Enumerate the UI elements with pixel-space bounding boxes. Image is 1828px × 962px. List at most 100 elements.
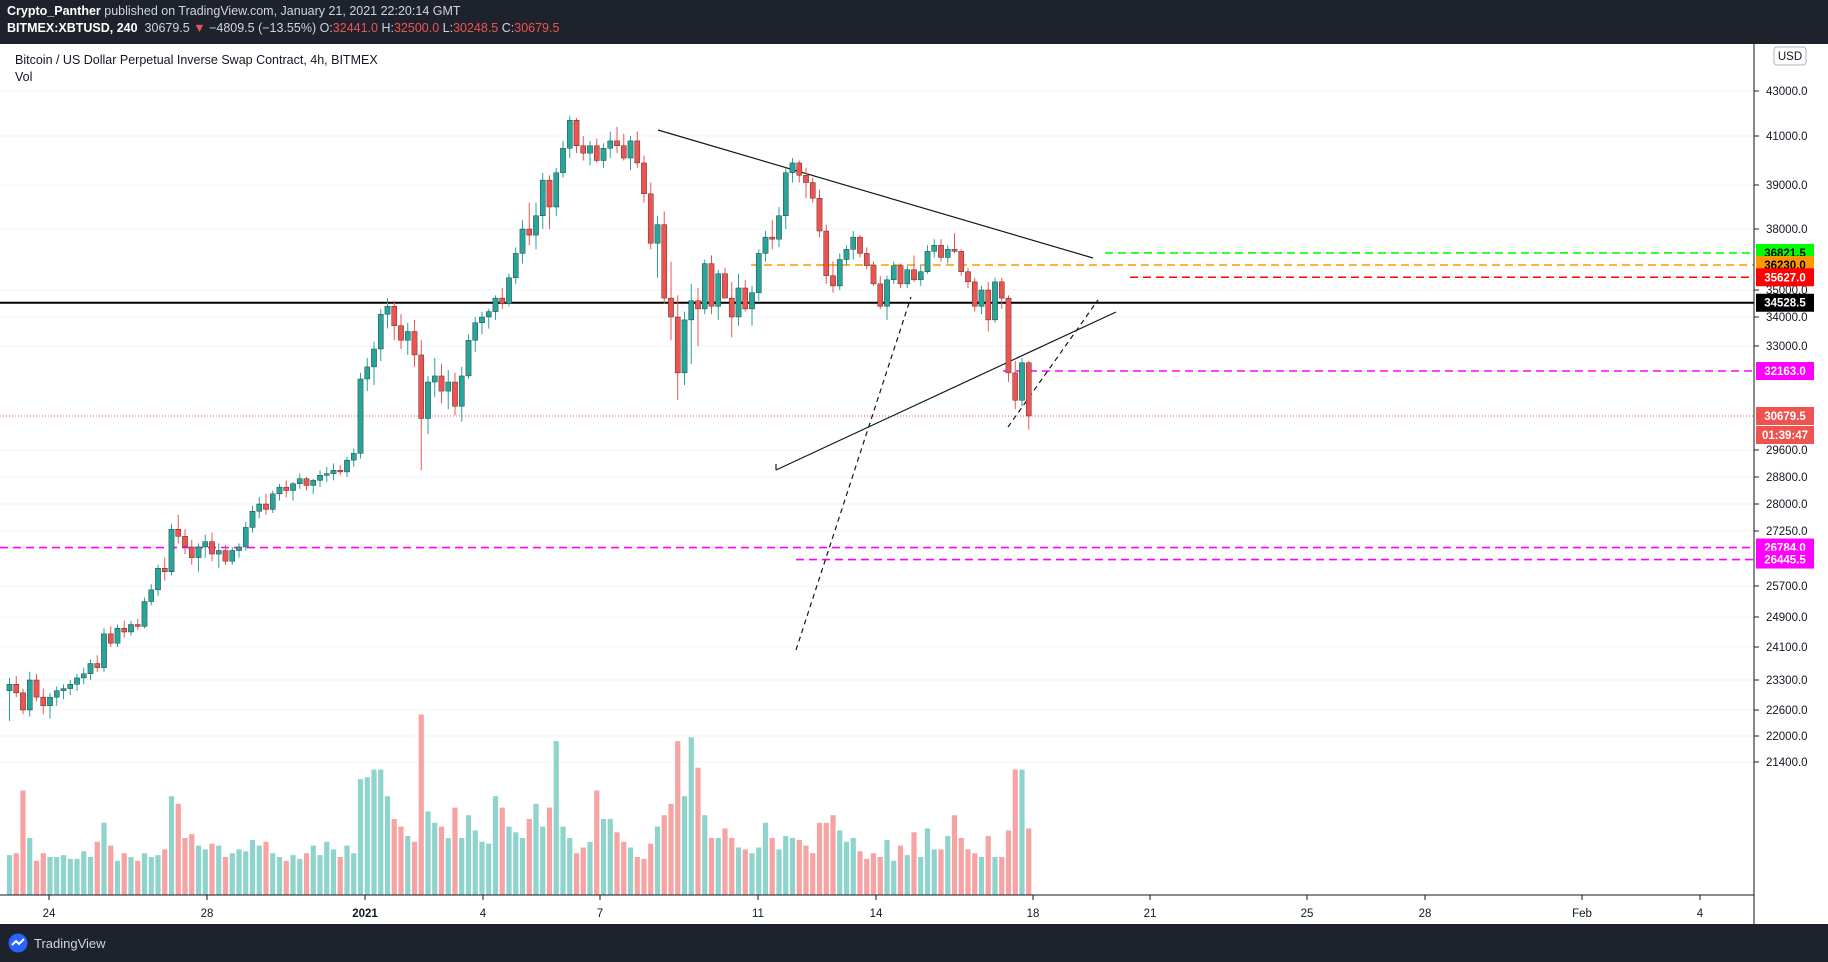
volume-bar [661,815,667,895]
price-tick-label: 28000.0 [1766,499,1808,511]
time-tick-label: 14 [870,908,883,920]
volume-bar [121,853,127,895]
volume-bar [992,857,998,895]
volume-bar [843,841,850,895]
volume-bar [297,858,303,895]
horizontal-levels[interactable] [0,252,1754,561]
volume-bar [67,858,73,895]
close-value: 30679.5 [514,21,560,35]
candle-body [593,145,600,161]
volume-bar [519,838,526,895]
volume-bar [114,860,121,895]
candle-body [708,263,715,307]
price-tick-label: 33000.0 [1766,341,1808,353]
volume-bars [6,714,1032,895]
candle-body [269,493,276,510]
volume-bar [722,828,728,895]
volume-bar [506,826,512,895]
volume-bar [958,838,964,895]
time-tick-label: 4 [480,908,487,920]
candle-body [931,245,938,252]
candle-body [492,297,499,312]
volume-bar [810,853,816,895]
volume-bar [209,843,215,895]
volume-bar [276,857,283,895]
price-tag-label: 34528.5 [1764,298,1806,310]
volume-bar [384,796,391,895]
high-value: 32500.0 [393,21,440,35]
volume-bar [283,860,289,895]
candle-body [512,253,519,278]
candle-body [330,470,337,474]
tradingview-logo-icon[interactable] [8,933,28,953]
ascending-trendline [775,311,1117,471]
candle-body [398,325,404,341]
tradingview-brand[interactable]: TradingView [34,936,106,951]
candle-body [337,470,344,473]
price-chart[interactable]: 43000.041000.039000.038000.035000.034000… [0,44,1828,924]
candle-body [728,297,735,318]
volume-bar [951,815,958,895]
candle-body [53,690,60,698]
volume-bar [486,843,492,895]
volume-bar [357,779,364,895]
candle-body [479,316,485,324]
candle-body [357,378,364,454]
volume-bar [1019,769,1025,895]
volume-bar [20,790,26,895]
candle-body [863,253,870,266]
candle-body [796,162,803,176]
price-tick-label: 28800.0 [1766,472,1808,484]
price-change: −4809.5 (−13.55%) [209,21,317,35]
candle-body [695,300,701,310]
volume-bar [1026,828,1032,895]
chart-area[interactable]: 43000.0 41000.0 39000.0 38000.0 35000.0 34000… [0,44,1828,924]
volume-bar [546,807,553,895]
candle-body [20,692,26,711]
volume-bar [6,855,13,895]
trendline-drawings[interactable] [657,129,1117,651]
time-tick-label: 28 [1419,908,1432,920]
candle-body [1012,372,1019,401]
volume-bar [594,790,600,895]
candle-body [40,696,47,706]
candle-body [890,265,897,281]
volume-bar [54,857,60,895]
dashed-trendline-1 [795,296,912,651]
candle-body [587,145,593,154]
publisher-name[interactable]: Crypto_Panther [7,4,101,18]
volume-bar [627,847,634,895]
time-axis[interactable]: 24 28 2021 4 7 11 14 18 21 25 28 Feb 4 [43,895,1704,920]
candle-body [816,197,823,232]
time-tick-label: 11 [752,908,764,920]
price-tick-label: 23300.0 [1766,675,1808,687]
currency-button[interactable] [1773,46,1807,66]
volume-bar [1005,830,1012,895]
volume-bar [195,845,202,895]
candle-body [715,273,722,307]
price-tag [1756,268,1814,287]
candle-body [202,541,209,548]
price-axis[interactable]: 43000.041000.039000.038000.035000.034000… [1754,86,1808,769]
volume-bar [222,857,229,895]
volume-bar [263,841,269,895]
candle-body [506,277,512,304]
volume-bar [803,845,809,895]
price-tick-label: 25700.0 [1766,581,1808,593]
candle-body [371,348,377,368]
volume-bar [783,836,789,895]
volume-bar [607,819,613,895]
volume-bar [884,839,890,895]
candle-body [161,568,168,573]
price-tick-label: 27250.0 [1766,526,1808,538]
candle-body [789,162,796,173]
candle-body [573,120,580,146]
candle-body [465,340,472,377]
price-tick-label: 41000.0 [1766,131,1808,143]
volume-bar [236,849,242,895]
candle-body [263,503,269,510]
volume-bar [796,839,802,895]
candle-body [944,249,951,258]
candle-body [418,354,425,419]
candle-body [749,292,755,310]
